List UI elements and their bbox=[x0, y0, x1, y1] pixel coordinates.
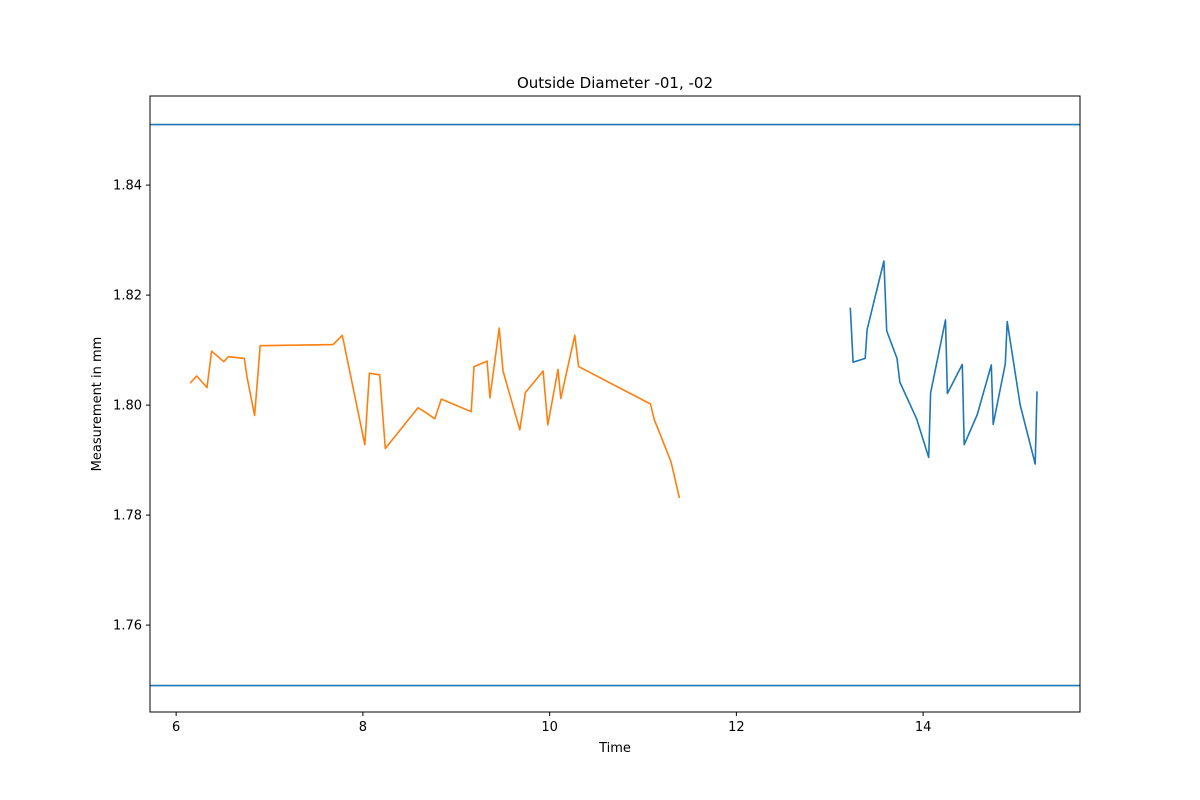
series-line-2 bbox=[189, 327, 681, 499]
axes-frame bbox=[149, 95, 1081, 713]
x-tick-label: 6 bbox=[172, 720, 180, 735]
y-axis-label: Measurement in mm bbox=[90, 337, 105, 472]
series-line-1 bbox=[849, 260, 1038, 465]
y-tick-label: 1.82 bbox=[113, 289, 142, 304]
x-tick-label: 10 bbox=[541, 720, 558, 735]
x-tick-label: 14 bbox=[915, 720, 932, 735]
y-tick-label: 1.80 bbox=[113, 399, 142, 414]
axes-ticks: 6 8 10 12 14 1.76 1.78 1.80 1.82 1.84 bbox=[113, 179, 931, 735]
y-tick-label: 1.78 bbox=[113, 509, 142, 524]
x-axis-label: Time bbox=[598, 741, 631, 756]
x-tick-label: 8 bbox=[359, 720, 367, 735]
y-tick-label: 1.76 bbox=[113, 619, 142, 634]
plot-area bbox=[150, 123, 1080, 687]
y-tick-label: 1.84 bbox=[113, 179, 142, 194]
x-tick-label: 12 bbox=[728, 720, 745, 735]
chart-title: Outside Diameter -01, -02 bbox=[517, 74, 713, 92]
